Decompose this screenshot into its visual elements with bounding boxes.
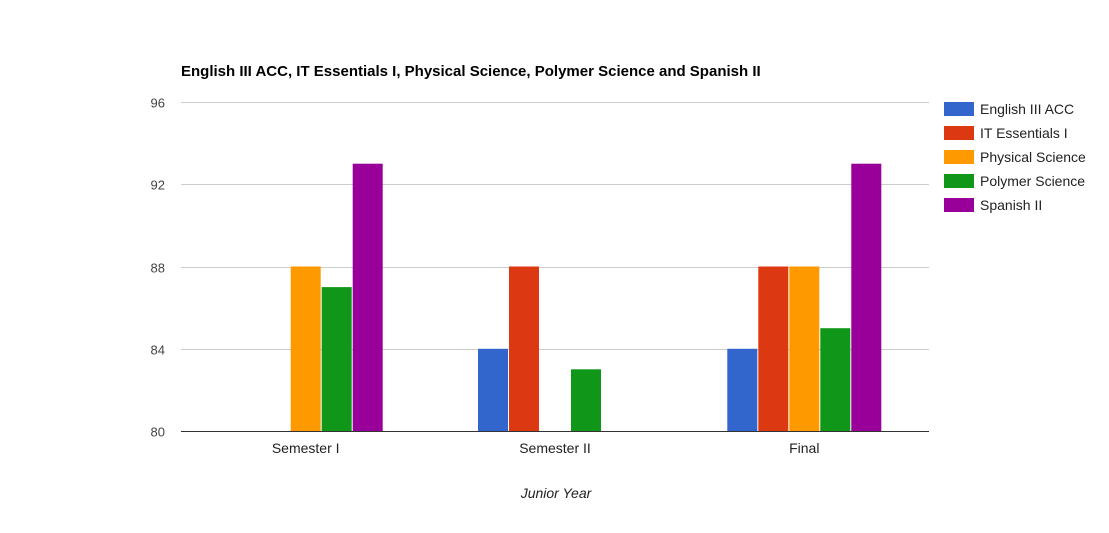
y-tick-label: 92 <box>151 178 165 193</box>
legend-label: Polymer Science <box>980 173 1085 189</box>
chart-title: English III ACC, IT Essentials I, Physic… <box>181 63 761 80</box>
bar <box>509 266 539 431</box>
bar <box>571 369 601 431</box>
x-axis-label: Junior Year <box>520 485 593 501</box>
bar <box>851 163 882 431</box>
legend-label: English III ACC <box>980 101 1074 117</box>
legend-swatch <box>944 174 974 188</box>
y-tick-label: 84 <box>151 343 165 358</box>
bar <box>758 266 789 431</box>
x-category-label: Semester I <box>272 440 340 456</box>
bar <box>290 266 321 431</box>
y-axis-ticks: 80 84 88 92 96 <box>151 96 165 440</box>
bar <box>727 348 758 432</box>
bar <box>321 287 352 431</box>
legend-swatch <box>944 150 974 164</box>
bar <box>478 348 508 432</box>
x-category-label: Semester II <box>519 440 591 456</box>
legend-swatch <box>944 102 974 116</box>
y-tick-label: 96 <box>151 96 165 111</box>
bar <box>789 266 820 431</box>
legend-label: IT Essentials I <box>980 125 1068 141</box>
legend-swatch <box>944 198 974 212</box>
bar <box>352 163 383 431</box>
bar <box>820 328 851 431</box>
legend-label: Spanish II <box>980 197 1042 213</box>
y-tick-label: 88 <box>151 261 165 276</box>
x-axis-categories: Semester I Semester II Final <box>272 440 820 456</box>
legend: English III ACC IT Essentials I Physical S… <box>944 101 1086 213</box>
x-category-label: Final <box>789 440 819 456</box>
legend-label: Physical Science <box>980 149 1086 165</box>
legend-swatch <box>944 126 974 140</box>
y-tick-label: 80 <box>151 425 165 440</box>
bars <box>290 163 882 432</box>
